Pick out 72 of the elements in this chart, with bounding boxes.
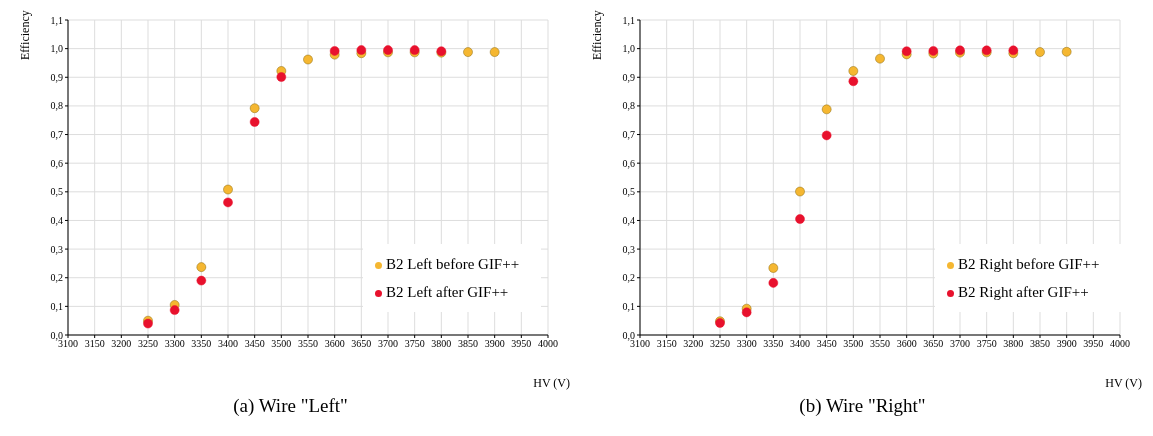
x-tick-label: 3800	[1003, 338, 1024, 350]
x-tick-label: 3750	[404, 338, 425, 350]
x-tick-label: 3100	[630, 338, 650, 350]
y-tick-label: 0,2	[50, 272, 63, 284]
x-tick-label: 3200	[111, 338, 132, 350]
legend-label: B2 Left before GIF++	[386, 256, 520, 272]
x-tick-label: 3250	[710, 338, 730, 350]
y-tick-label: 0,8	[50, 100, 63, 112]
x-tick-label: 3500	[271, 338, 292, 350]
y-tick-label: 0,1	[50, 300, 63, 312]
legend-label: B2 Left after GIF++	[386, 284, 509, 300]
x-axis-title: HV (V)	[1105, 376, 1142, 390]
x-tick-label: 3550	[298, 338, 318, 350]
y-tick-label: 0,9	[50, 71, 63, 83]
x-tick-label: 3750	[976, 338, 997, 350]
y-tick-label: 0,5	[50, 186, 63, 198]
x-tick-label: 3450	[244, 338, 265, 350]
x-tick-label: 3900	[484, 338, 505, 350]
text: (a) Wire "Left"	[232, 395, 349, 417]
y-tick-label: 1,1	[50, 14, 63, 26]
text: (b) Wire "Right"	[798, 395, 927, 417]
x-tick-label: 3800	[431, 338, 452, 350]
x-tick-label: 3500	[843, 338, 864, 350]
y-tick-label: 0,9	[622, 71, 635, 83]
y-tick-label: 0,2	[622, 272, 635, 284]
x-tick-label: 3700	[950, 338, 970, 350]
x-tick-label: 3850	[458, 338, 478, 350]
x-tick-label: 3150	[84, 338, 105, 350]
x-tick-label: 3100	[58, 338, 78, 350]
y-tick-label: 0,1	[622, 300, 635, 312]
y-tick-label: 0,5	[622, 186, 635, 198]
x-tick-label: 3550	[870, 338, 890, 350]
y-tick-label: 0,8	[622, 100, 635, 112]
x-tick-label: 3850	[1030, 338, 1050, 350]
y-tick-label: 0,4	[50, 215, 63, 226]
y-axis-title: Efficiency	[17, 10, 32, 60]
y-tick-label: 0,3	[50, 243, 63, 255]
y-tick-label: 1,1	[622, 14, 635, 26]
x-tick-label: 3300	[736, 338, 757, 350]
x-axis-title: HV (V)	[533, 376, 570, 390]
x-tick-label: 3950	[1083, 338, 1104, 350]
y-tick-label: 0,6	[622, 157, 635, 169]
y-tick-label: 0,4	[622, 215, 635, 226]
y-tick-label: 0,0	[50, 329, 63, 341]
x-tick-label: 4000	[1110, 338, 1130, 350]
x-tick-label: 3900	[1056, 338, 1077, 350]
y-tick-label: 1,0	[50, 43, 63, 55]
x-tick-label: 3600	[324, 338, 345, 350]
y-tick-label: 0,7	[50, 129, 63, 141]
x-tick-label: 3700	[378, 338, 398, 350]
y-axis-title: Efficiency	[589, 10, 604, 60]
x-tick-label: 3250	[138, 338, 158, 350]
x-tick-label: 3350	[191, 338, 212, 350]
x-tick-label: 4000	[538, 338, 558, 350]
x-tick-label: 3400	[218, 338, 238, 350]
x-tick-label: 3200	[683, 338, 704, 350]
y-tick-label: 0,0	[622, 329, 635, 341]
x-tick-label: 3450	[816, 338, 837, 350]
x-tick-label: 3600	[896, 338, 917, 350]
legend-label: B2 Right after GIF++	[958, 284, 1089, 300]
y-tick-label: 1,0	[622, 43, 635, 55]
y-tick-label: 0,6	[50, 157, 63, 169]
legend-label: B2 Right before GIF++	[958, 256, 1100, 272]
x-tick-label: 3950	[511, 338, 532, 350]
x-tick-label: 3650	[351, 338, 372, 350]
y-tick-label: 0,7	[622, 129, 635, 141]
x-tick-label: 3350	[763, 338, 784, 350]
y-tick-label: 0,3	[622, 243, 635, 255]
x-tick-label: 3650	[923, 338, 944, 350]
x-tick-label: 3300	[164, 338, 185, 350]
x-tick-label: 3400	[790, 338, 810, 350]
x-tick-label: 3150	[656, 338, 677, 350]
